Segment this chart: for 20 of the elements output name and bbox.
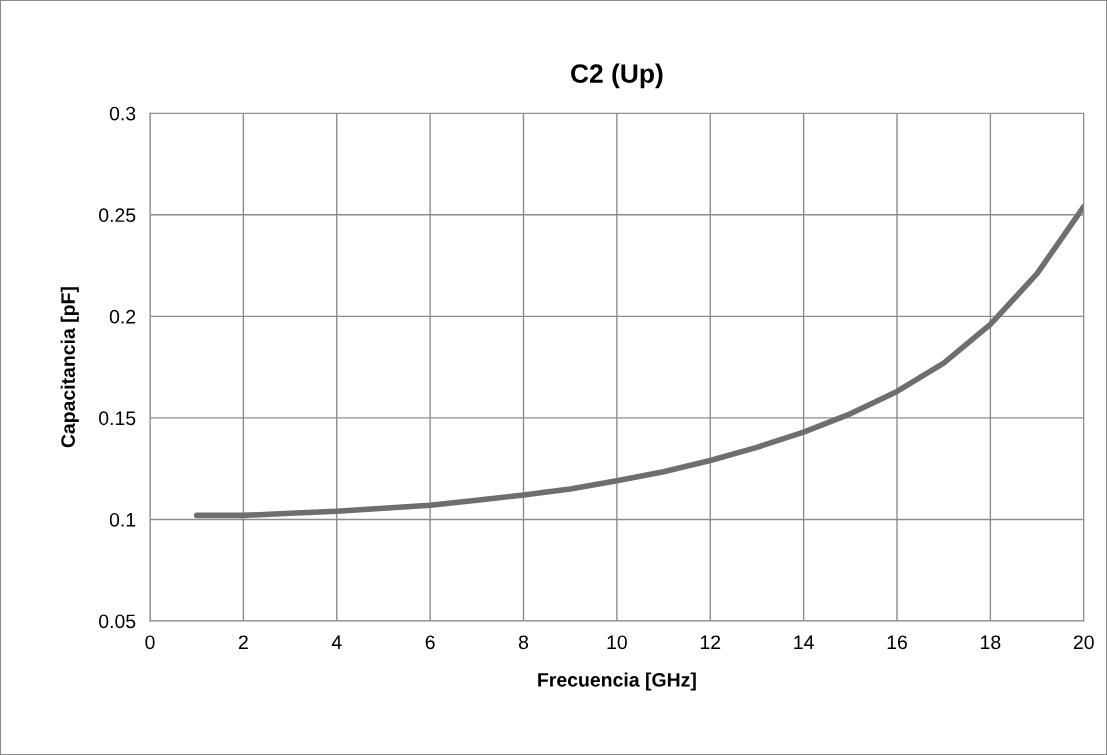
- x-tick-label: 0: [145, 635, 155, 650]
- x-tick-label: 6: [425, 635, 435, 650]
- y-tick-label: 0.25: [99, 208, 136, 223]
- y-axis-title: Capacitancia [pF]: [60, 287, 79, 448]
- y-tick-label: 0.1: [109, 512, 136, 527]
- x-tick-label: 4: [331, 635, 342, 649]
- x-tick-label: 18: [981, 635, 1001, 650]
- y-tick-label: 0.05: [99, 614, 136, 629]
- y-tick-label: 0.15: [99, 411, 136, 426]
- chart-title: C2 (Up): [571, 63, 663, 89]
- x-axis-title: Frecuencia [GHz]: [538, 672, 696, 691]
- x-tick-label: 2: [238, 635, 248, 649]
- x-tick-label: 10: [607, 635, 627, 650]
- x-tick-label: 16: [887, 635, 907, 650]
- x-tick-label: 20: [1073, 635, 1094, 650]
- x-tick-label: 8: [518, 635, 529, 650]
- x-tick-label: 12: [700, 635, 721, 649]
- y-tick-label: 0.2: [109, 309, 136, 324]
- x-tick-label: 14: [794, 635, 814, 649]
- y-tick-label: 0.3: [109, 106, 136, 121]
